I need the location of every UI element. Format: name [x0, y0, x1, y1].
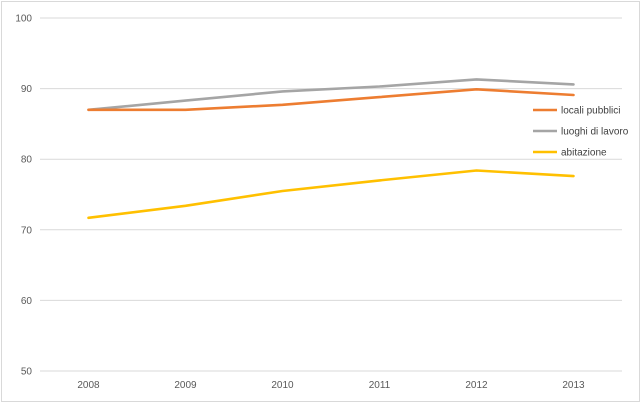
x-axis-tick-labels: 2008 2009 2010 2011 2012 2013	[77, 380, 585, 391]
y-tick-label: 90	[21, 84, 33, 95]
y-tick-label: 100	[15, 14, 32, 25]
y-tick-label: 70	[21, 225, 33, 236]
y-tick-label: 80	[21, 155, 33, 166]
legend-label: locali pubblici	[561, 106, 620, 117]
y-tick-label: 60	[21, 296, 33, 307]
x-tick-label: 2013	[562, 380, 585, 391]
series-line-locali-pubblici	[87, 88, 575, 112]
x-tick-label: 2009	[174, 380, 197, 391]
x-tick-label: 2011	[369, 380, 391, 391]
x-tick-label: 2010	[271, 380, 294, 391]
gridlines	[40, 17, 622, 372]
series-line-luoghi-di-lavoro	[87, 78, 575, 112]
x-tick-label: 2008	[77, 380, 100, 391]
x-tick-label: 2012	[465, 380, 488, 391]
series-lines	[87, 78, 575, 220]
legend: locali pubblici luoghi di lavoro abitazion…	[533, 106, 629, 159]
y-tick-label: 50	[21, 367, 33, 378]
y-axis-tick-labels: 50 60 70 80 90 100	[15, 14, 32, 378]
series-line-abitazione	[87, 169, 575, 220]
legend-label: abitazione	[561, 148, 607, 159]
legend-label: luoghi di lavoro	[561, 127, 629, 138]
